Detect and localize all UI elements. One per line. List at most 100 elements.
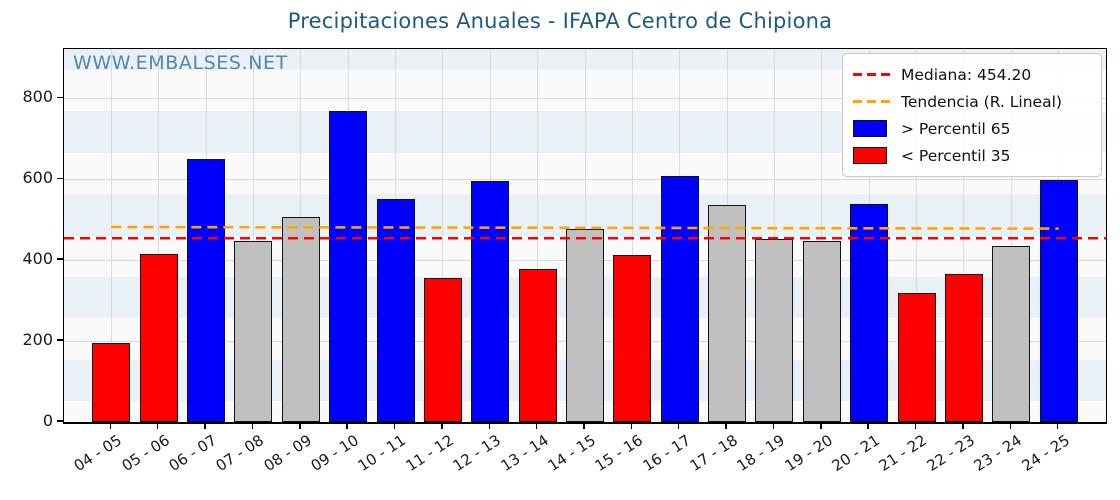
legend-label-trend: Tendencia (R. Lineal) — [901, 92, 1062, 111]
legend-item-high: > Percentil 65 — [853, 115, 1091, 142]
x-tick-mark — [583, 423, 585, 429]
vertical-gridline — [537, 49, 539, 422]
x-tick-label: 12 - 13 — [449, 431, 505, 476]
x-tick-label: 16 - 17 — [639, 431, 694, 476]
legend-label-median: Mediana: 454.20 — [901, 65, 1032, 84]
y-tick-mark — [57, 258, 63, 260]
x-tick-label: 19 - 20 — [781, 431, 836, 476]
bar-04-05 — [92, 342, 131, 422]
bar-07-08 — [234, 241, 273, 422]
x-tick-mark — [251, 423, 254, 429]
x-tick-mark — [630, 423, 633, 429]
bar-13-14 — [518, 268, 557, 422]
chart-title: Precipitaciones Anuales - IFAPA Centro d… — [287, 9, 833, 33]
vertical-gridline — [1010, 49, 1012, 422]
legend-label-high: > Percentil 65 — [901, 119, 1011, 138]
bar-17-18 — [708, 204, 747, 422]
x-tick-mark — [677, 423, 680, 429]
x-tick-label: 22 - 23 — [923, 431, 978, 476]
x-tick-mark — [820, 423, 822, 429]
horizontal-gridline — [64, 178, 1106, 180]
high-percentile-swatch-icon — [853, 120, 901, 137]
vertical-gridline — [252, 49, 254, 422]
x-tick-label: 14 - 15 — [544, 431, 599, 476]
low-percentile-swatch-icon — [853, 147, 901, 164]
x-tick-label: 10 - 11 — [354, 431, 410, 476]
x-tick-mark — [535, 423, 538, 429]
bar-14-15 — [566, 229, 604, 422]
median-dash-icon — [853, 73, 901, 76]
bar-05-06 — [139, 253, 178, 422]
bar-15-16 — [613, 254, 652, 422]
vertical-gridline — [821, 49, 823, 422]
legend-label-low: < Percentil 35 — [901, 146, 1011, 165]
y-tick-label: 600 — [22, 168, 53, 188]
bar-19-20 — [802, 241, 841, 422]
y-tick-mark — [57, 96, 63, 99]
x-tick-label: 06 - 07 — [165, 431, 220, 476]
x-tick-mark — [441, 423, 443, 429]
y-tick-mark — [57, 339, 63, 341]
legend-item-low: < Percentil 35 — [853, 142, 1091, 169]
bar-10-11 — [376, 199, 415, 422]
x-tick-mark — [204, 423, 206, 429]
y-tick-label: 200 — [22, 330, 53, 350]
vertical-gridline — [158, 49, 160, 422]
x-tick-label: 05 - 06 — [118, 431, 173, 476]
vertical-gridline — [916, 49, 918, 422]
x-tick-label: 18 - 19 — [733, 431, 789, 476]
watermark: WWW.EMBALSES.NET — [73, 52, 288, 74]
bar-11-12 — [423, 277, 462, 422]
legend: Mediana: 454.20 Tendencia (R. Lineal) > … — [842, 53, 1102, 177]
y-tick-mark — [57, 420, 63, 422]
x-tick-label: 23 - 24 — [970, 431, 1026, 476]
x-tick-label: 11 - 12 — [402, 431, 457, 476]
bar-06-07 — [187, 159, 226, 422]
x-tick-mark — [156, 423, 159, 429]
trend-dash-icon — [853, 100, 901, 103]
horizontal-gridline — [64, 97, 1106, 99]
x-tick-label: 04 - 05 — [70, 431, 126, 476]
bar-12-13 — [471, 181, 510, 422]
legend-item-trend: Tendencia (R. Lineal) — [853, 88, 1091, 115]
x-tick-label: 13 - 14 — [497, 431, 552, 476]
x-tick-mark — [488, 423, 491, 429]
x-tick-mark — [1009, 423, 1012, 429]
plot-area: WWW.EMBALSES.NET Mediana: 454.20 Tendenc… — [63, 48, 1107, 424]
x-tick-label: 17 - 18 — [686, 431, 741, 476]
bar-09-10 — [329, 111, 368, 422]
x-tick-label: 20 - 21 — [828, 431, 883, 476]
x-tick-label: 15 - 16 — [591, 431, 647, 476]
reference-lines — [64, 225, 1106, 240]
x-tick-mark — [346, 423, 348, 429]
x-tick-mark — [867, 423, 869, 429]
y-tick-label: 0 — [42, 411, 53, 430]
x-tick-label: 24 - 25 — [1018, 431, 1073, 476]
vertical-gridline — [963, 49, 965, 422]
x-tick-label: 08 - 09 — [260, 431, 315, 476]
x-tick-mark — [1056, 423, 1059, 429]
y-tick-label: 800 — [22, 87, 53, 107]
vertical-gridline — [110, 49, 112, 422]
trend-line — [111, 225, 1059, 230]
bar-20-21 — [850, 203, 889, 422]
vertical-gridline — [773, 49, 775, 422]
bar-18-19 — [755, 239, 794, 422]
y-tick-label: 400 — [22, 249, 53, 269]
x-tick-label: 09 - 10 — [307, 431, 362, 476]
x-tick-mark — [393, 423, 396, 429]
x-tick-mark — [914, 423, 917, 429]
legend-item-median: Mediana: 454.20 — [853, 61, 1091, 88]
bar-21-22 — [897, 293, 936, 422]
y-tick-mark — [57, 177, 63, 180]
bar-22-23 — [944, 273, 983, 422]
x-tick-label: 07 - 08 — [212, 431, 268, 476]
bar-23-24 — [992, 246, 1031, 422]
vertical-gridline — [631, 49, 633, 422]
x-tick-mark — [772, 423, 775, 429]
x-tick-mark — [962, 423, 964, 429]
bar-16-17 — [660, 176, 699, 422]
x-tick-mark — [725, 423, 727, 429]
bar-08-09 — [281, 216, 320, 422]
